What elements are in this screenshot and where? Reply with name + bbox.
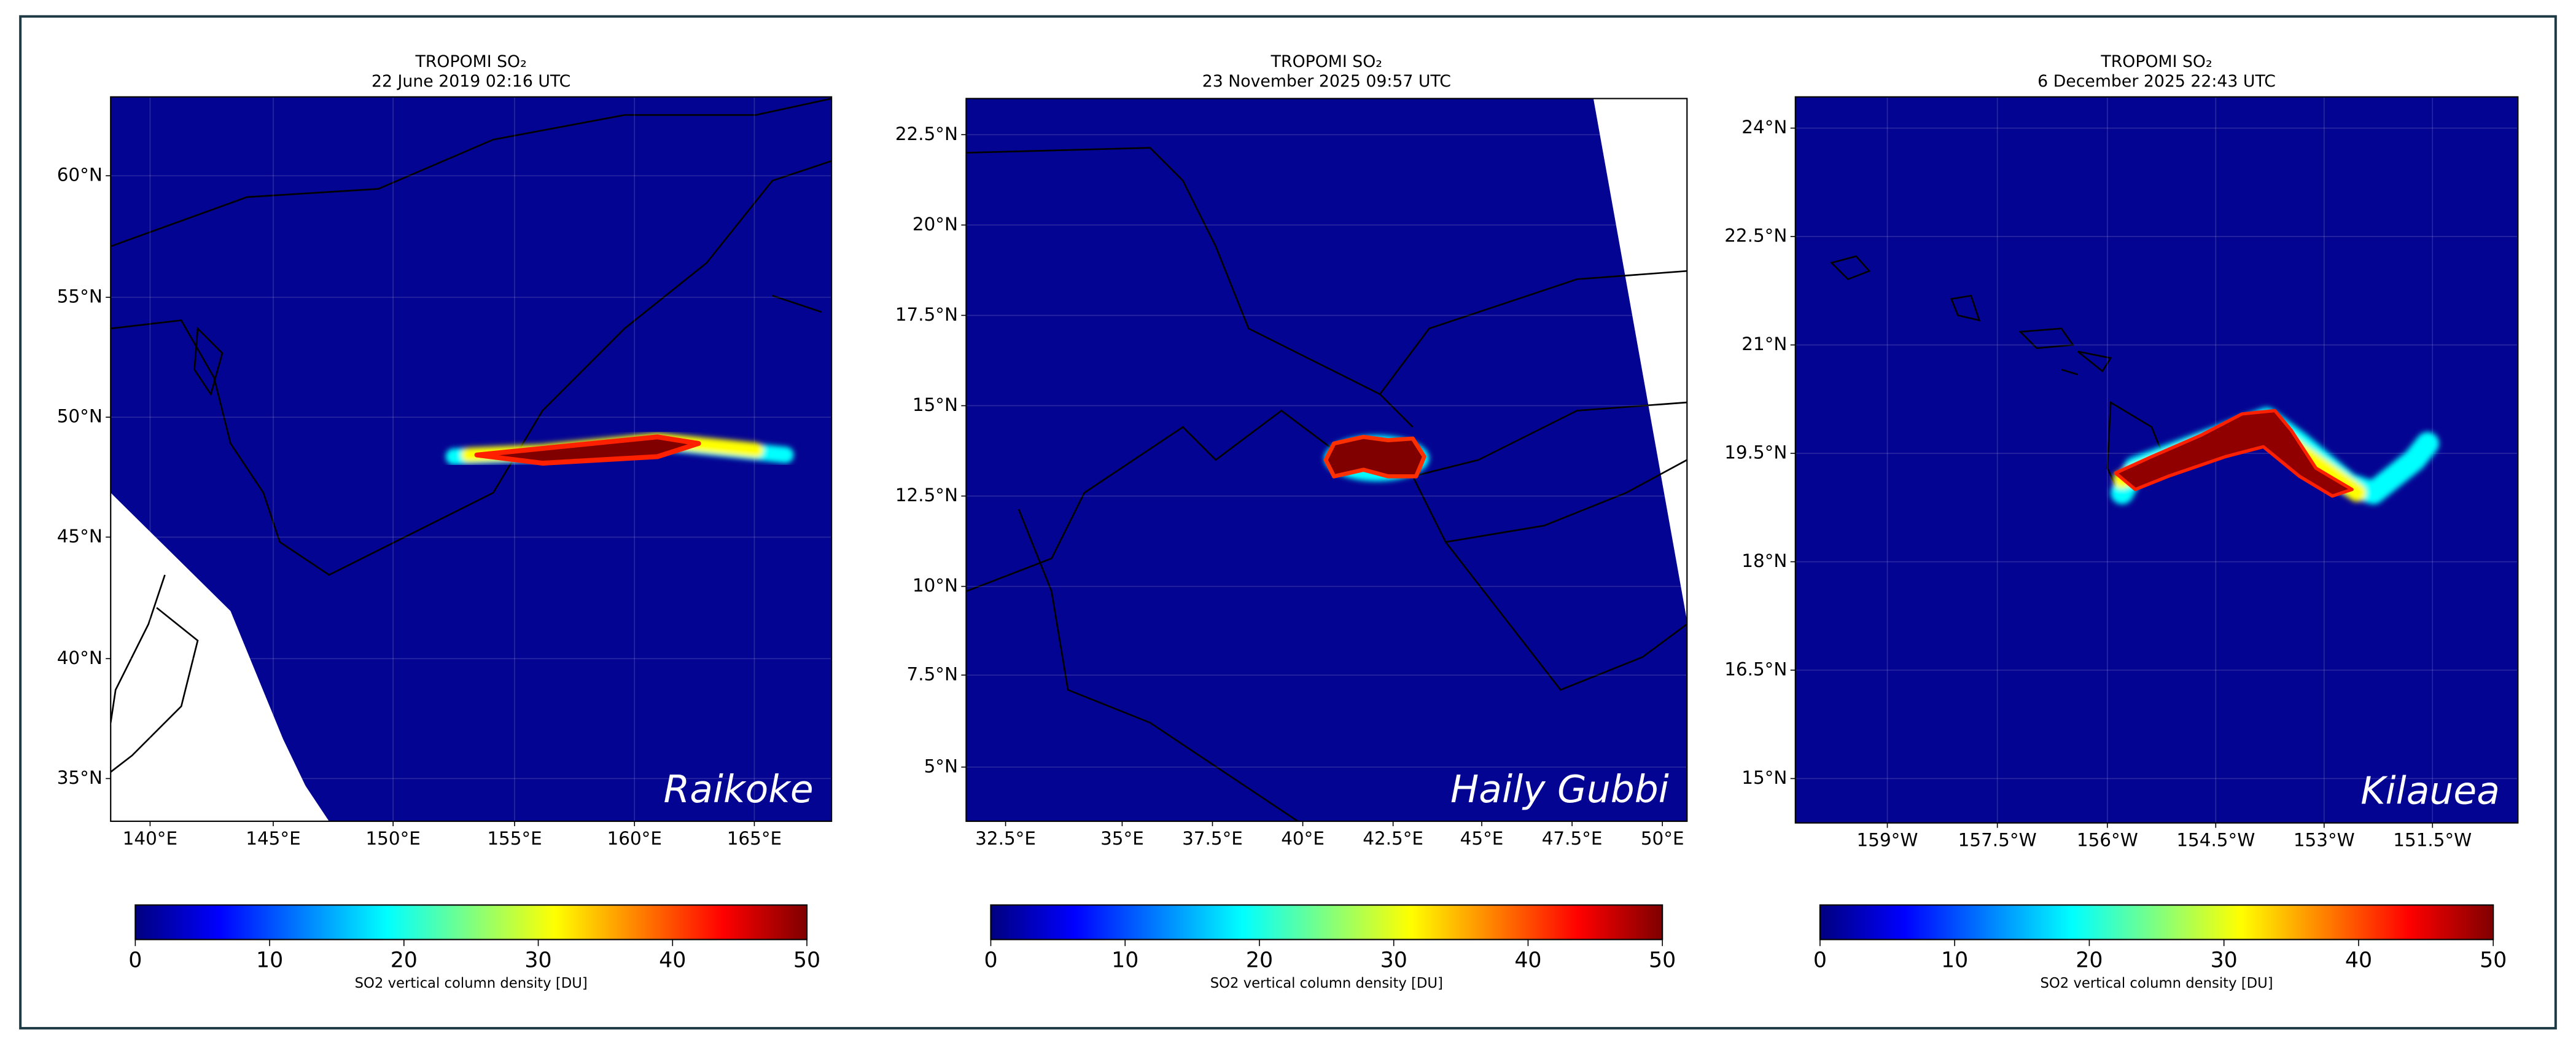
colorbar xyxy=(990,904,1664,940)
y-tick-label: 24°N xyxy=(1741,117,1787,138)
x-tick-label: 153°W xyxy=(2294,830,2355,851)
colorbar-tick-label: 30 xyxy=(2211,948,2238,972)
colorbar-tick-label: 0 xyxy=(128,948,142,972)
y-tick-label: 18°N xyxy=(1741,550,1787,571)
colorbar-tick-label: 0 xyxy=(984,948,997,972)
y-tick-label: 50°N xyxy=(57,406,103,427)
x-tick-label: 42.5°E xyxy=(1363,828,1423,849)
y-tick-label: 60°N xyxy=(57,165,103,186)
colorbar-tick-label: 10 xyxy=(256,948,283,972)
y-tick-label: 10°N xyxy=(912,575,958,596)
x-tick-label: 32.5°E xyxy=(975,828,1036,849)
volcano-name: Kilauea xyxy=(2360,769,2500,813)
colorbar-tick-label: 40 xyxy=(2345,948,2372,972)
colorbar-tick-label: 40 xyxy=(659,948,686,972)
panel-title: TROPOMI SO₂ xyxy=(415,52,527,71)
colorbar-tick-label: 50 xyxy=(1649,948,1676,972)
colorbar-tick-label: 10 xyxy=(1111,948,1138,972)
y-tick-label: 20°N xyxy=(912,214,958,235)
y-tick-label: 35°N xyxy=(57,767,103,788)
colorbar-tick-label: 20 xyxy=(2076,948,2103,972)
colorbar-tick-label: 30 xyxy=(1380,948,1407,972)
x-tick-label: 150°E xyxy=(365,828,420,849)
colorbar-tick-label: 10 xyxy=(1941,948,1968,972)
y-tick-label: 22.5°N xyxy=(895,123,958,144)
x-tick-label: 140°E xyxy=(123,828,177,849)
colorbar-label: SO2 vertical column density [DU] xyxy=(355,975,588,991)
x-tick-label: 145°E xyxy=(246,828,300,849)
y-tick-label: 19.5°N xyxy=(1724,442,1787,463)
colorbar-tick-label: 20 xyxy=(391,948,418,972)
x-tick-label: 50°E xyxy=(1641,828,1684,849)
y-tick-label: 40°N xyxy=(57,647,103,668)
colorbar-tick-label: 50 xyxy=(2480,948,2507,972)
x-tick-label: 160°E xyxy=(607,828,662,849)
colorbar-tick-label: 30 xyxy=(524,948,551,972)
x-tick-label: 157.5°W xyxy=(1958,830,2037,851)
colorbar-label: SO2 vertical column density [DU] xyxy=(1210,975,1443,991)
y-tick-label: 45°N xyxy=(57,526,103,547)
colorbar xyxy=(1819,904,2494,940)
panel-date: 6 December 2025 22:43 UTC xyxy=(2037,72,2276,91)
x-tick-label: 35°E xyxy=(1100,828,1144,849)
colorbar-tick-label: 0 xyxy=(1813,948,1827,972)
y-tick-label: 17.5°N xyxy=(895,304,958,325)
x-tick-label: 37.5°E xyxy=(1182,828,1243,849)
map-border xyxy=(965,98,1688,822)
colorbar-label: SO2 vertical column density [DU] xyxy=(2040,975,2273,991)
x-tick-label: 165°E xyxy=(727,828,782,849)
x-tick-label: 47.5°E xyxy=(1542,828,1603,849)
y-tick-label: 55°N xyxy=(57,286,103,307)
y-tick-label: 7.5°N xyxy=(907,664,958,685)
x-tick-label: 155°E xyxy=(487,828,542,849)
y-tick-label: 22.5°N xyxy=(1724,225,1787,246)
panel-title: TROPOMI SO₂ xyxy=(2100,52,2212,71)
colorbar-tick-label: 40 xyxy=(1514,948,1541,972)
x-tick-label: 151.5°W xyxy=(2393,830,2472,851)
colorbar-tick-label: 20 xyxy=(1246,948,1273,972)
panel-title: TROPOMI SO₂ xyxy=(1270,52,1382,71)
x-tick-label: 40°E xyxy=(1281,828,1325,849)
y-tick-label: 15°N xyxy=(912,394,958,415)
x-tick-label: 154.5°W xyxy=(2176,830,2255,851)
panel-date: 22 June 2019 02:16 UTC xyxy=(372,72,570,91)
x-tick-label: 156°W xyxy=(2077,830,2138,851)
volcano-name: Raikoke xyxy=(664,767,814,811)
y-tick-label: 12.5°N xyxy=(895,485,958,506)
y-tick-label: 21°N xyxy=(1741,334,1787,354)
map-border xyxy=(1794,96,2519,824)
volcano-name: Haily Gubbi xyxy=(1450,767,1669,811)
y-tick-label: 16.5°N xyxy=(1724,658,1787,679)
x-tick-label: 45°E xyxy=(1460,828,1504,849)
colorbar xyxy=(134,904,808,940)
map-border xyxy=(110,96,833,822)
x-tick-label: 159°W xyxy=(1857,830,1918,851)
y-tick-label: 15°N xyxy=(1741,767,1787,788)
colorbar-tick-label: 50 xyxy=(793,948,820,972)
map-haily-gubbi xyxy=(966,98,1687,822)
map-kilauea xyxy=(1795,96,2518,823)
panel-date: 23 November 2025 09:57 UTC xyxy=(1202,72,1451,91)
y-tick-label: 5°N xyxy=(924,756,958,776)
map-raikoke xyxy=(111,96,832,822)
